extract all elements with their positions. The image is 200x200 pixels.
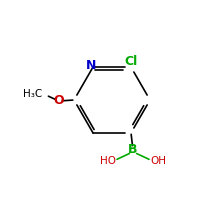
Text: Cl: Cl: [124, 55, 138, 68]
Text: O: O: [54, 95, 64, 108]
Text: H₃C: H₃C: [23, 89, 42, 99]
Text: B: B: [128, 143, 138, 156]
Text: OH: OH: [150, 156, 166, 166]
Text: HO: HO: [100, 156, 116, 166]
Text: N: N: [86, 59, 96, 72]
